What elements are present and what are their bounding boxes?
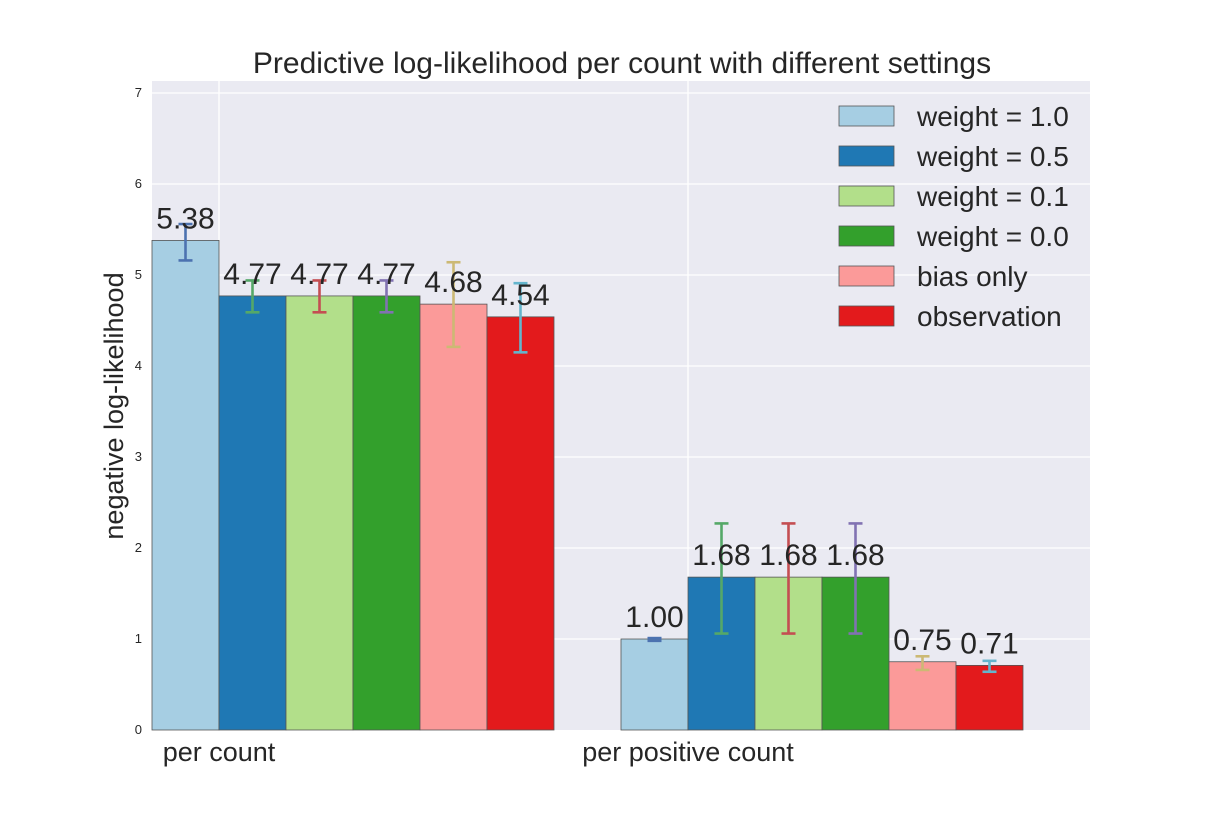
legend-label: weight = 0.5 <box>916 141 1069 172</box>
legend-swatch <box>838 305 895 327</box>
bar-value-label: 0.75 <box>893 624 951 657</box>
legend-label: observation <box>917 301 1062 332</box>
y-tick-label: 4 <box>135 358 142 373</box>
error-bar <box>781 522 796 635</box>
error-bar <box>178 222 193 262</box>
error-bar <box>379 279 394 314</box>
y-tick-label: 0 <box>135 722 142 737</box>
bar-value-label: 0.71 <box>960 627 1018 660</box>
bar <box>620 638 689 731</box>
y-axis-label: negative log-likelihood <box>99 272 129 539</box>
legend-swatch <box>838 105 895 127</box>
x-axis-ticks: per count per positive count <box>163 737 795 767</box>
legend-swatch <box>838 185 895 207</box>
bars <box>151 240 1024 731</box>
bar-value-label: 1.00 <box>625 601 683 634</box>
x-tick-label: per count <box>163 737 276 767</box>
error-bar <box>513 281 528 354</box>
y-tick-label: 6 <box>135 176 142 191</box>
error-bar <box>714 522 729 635</box>
x-tick-label: per positive count <box>582 737 794 767</box>
bar-value-label: 4.77 <box>223 258 281 291</box>
chart-title: Predictive log-likelihood per count with… <box>253 47 991 80</box>
bar-value-label: 4.77 <box>357 258 415 291</box>
legend: weight = 1.0 weight = 0.5 weight = 0.1 weig… <box>838 101 1069 332</box>
error-bar <box>647 636 662 643</box>
bar <box>151 240 220 731</box>
bar-value-label: 1.68 <box>692 539 750 572</box>
bar-value-label: 1.68 <box>826 539 884 572</box>
error-bar <box>446 260 461 349</box>
y-tick-label: 1 <box>135 631 142 646</box>
bar <box>888 661 957 731</box>
y-axis-ticks: 0 1 2 3 4 5 6 7 <box>135 85 142 737</box>
legend-label: weight = 1.0 <box>916 101 1069 132</box>
error-bars <box>178 222 997 674</box>
bar <box>352 295 421 731</box>
bar-value-label: 4.77 <box>290 258 348 291</box>
legend-label: weight = 0.0 <box>916 221 1069 252</box>
bar <box>218 295 287 731</box>
bar-value-label: 4.68 <box>424 266 482 299</box>
error-bar <box>312 279 327 314</box>
error-bar <box>848 522 863 635</box>
error-bar <box>982 659 997 674</box>
y-tick-label: 3 <box>135 449 142 464</box>
error-bar <box>245 279 260 314</box>
bar-value-label: 1.68 <box>759 539 817 572</box>
legend-swatch <box>838 265 895 287</box>
y-tick-label: 5 <box>135 267 142 282</box>
legend-swatch <box>838 145 895 167</box>
bar-value-label: 5.38 <box>156 202 214 235</box>
legend-swatch <box>838 225 895 247</box>
error-bar <box>915 654 930 672</box>
y-tick-label: 2 <box>135 540 142 555</box>
bar <box>486 316 555 731</box>
bar <box>955 664 1024 731</box>
bar <box>419 303 488 731</box>
legend-label: bias only <box>917 261 1028 292</box>
bar-value-label: 4.54 <box>491 279 549 312</box>
bar <box>285 295 354 731</box>
data-labels: 5.38 1.00 4.77 1.68 4.77 1.68 4.77 1.68 4.68 0.75… <box>156 202 1018 660</box>
y-tick-label: 7 <box>135 85 142 100</box>
legend-label: weight = 0.1 <box>916 181 1069 212</box>
